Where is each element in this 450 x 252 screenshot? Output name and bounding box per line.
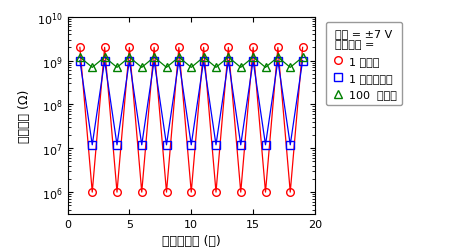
X-axis label: 電圧パルス (回): 電圧パルス (回)	[162, 235, 220, 247]
Y-axis label: 電気抵抗 (Ω): 電気抵抗 (Ω)	[18, 89, 32, 142]
Legend: 1 ミリ秒, 1 マイクロ秒, 100  ナノ秒: 1 ミリ秒, 1 マイクロ秒, 100 ナノ秒	[325, 23, 402, 106]
